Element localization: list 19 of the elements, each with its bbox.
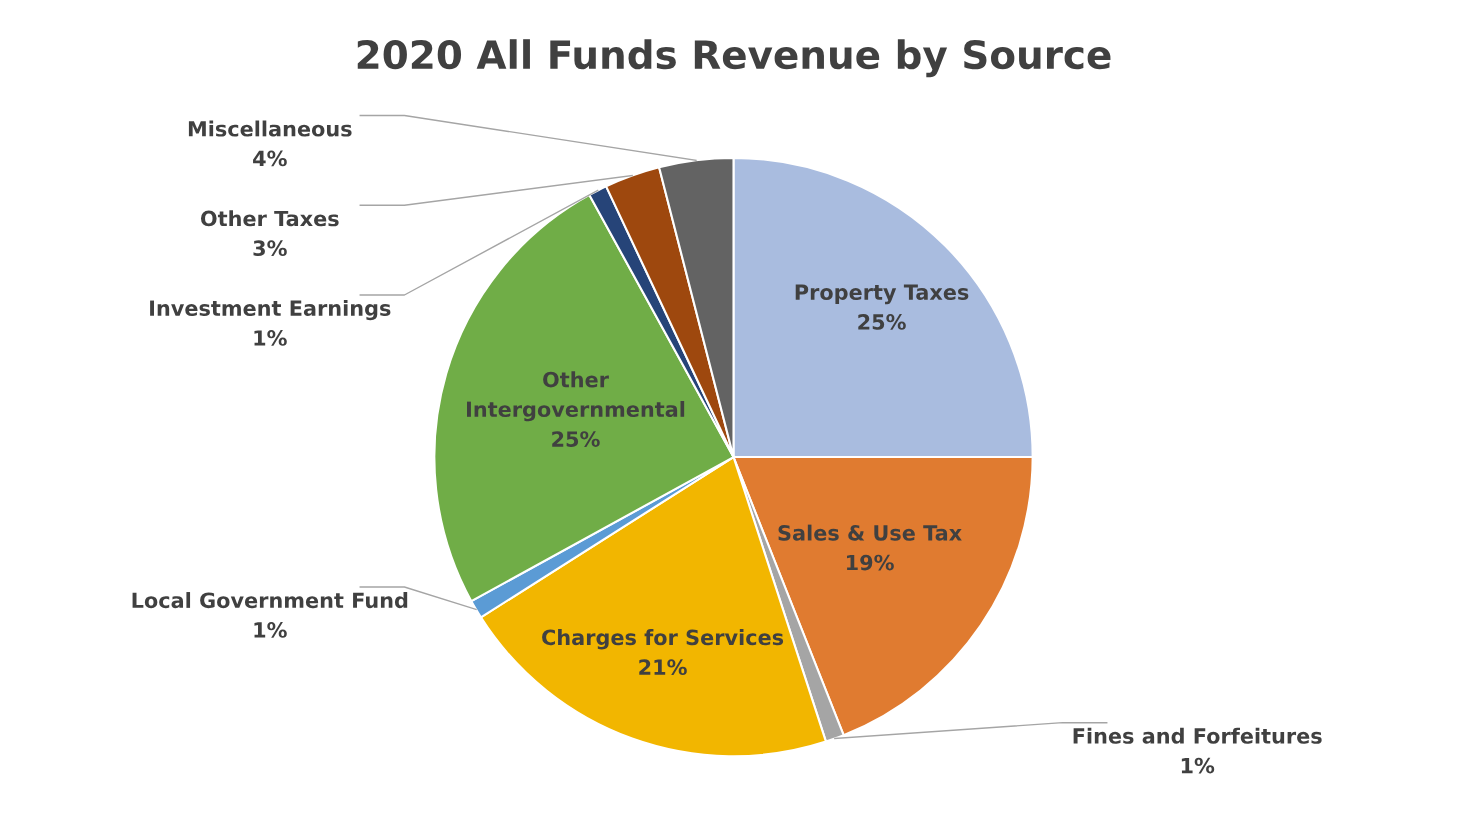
slice-label: Investment Earnings — [150, 299, 391, 321]
slice-label: Miscellaneous — [188, 120, 352, 137]
data-label: 25% — [858, 314, 906, 330]
data-label: 1% — [1181, 757, 1215, 774]
slice-label: Charges for Services — [542, 629, 784, 650]
chart-title: 2020 All Funds Revenue by Source — [357, 39, 1111, 78]
data-label: 3% — [253, 240, 287, 257]
slice-label: Fines and Forfeitures — [1073, 727, 1322, 744]
data-label: 21% — [639, 659, 687, 676]
slice-label: Sales & Use Tax — [778, 524, 962, 541]
data-label: 25% — [552, 431, 600, 447]
data-label: 1% — [254, 330, 287, 346]
slice-label: Other Intergovernmental — [467, 371, 685, 422]
slice-label: Other Taxes — [200, 210, 339, 227]
data-label: 19% — [847, 554, 894, 571]
data-label: 1% — [254, 622, 287, 638]
data-label: 4% — [253, 150, 287, 167]
slice-label: Local Government Fund — [132, 592, 408, 609]
slice-label: Property Taxes — [795, 284, 969, 305]
